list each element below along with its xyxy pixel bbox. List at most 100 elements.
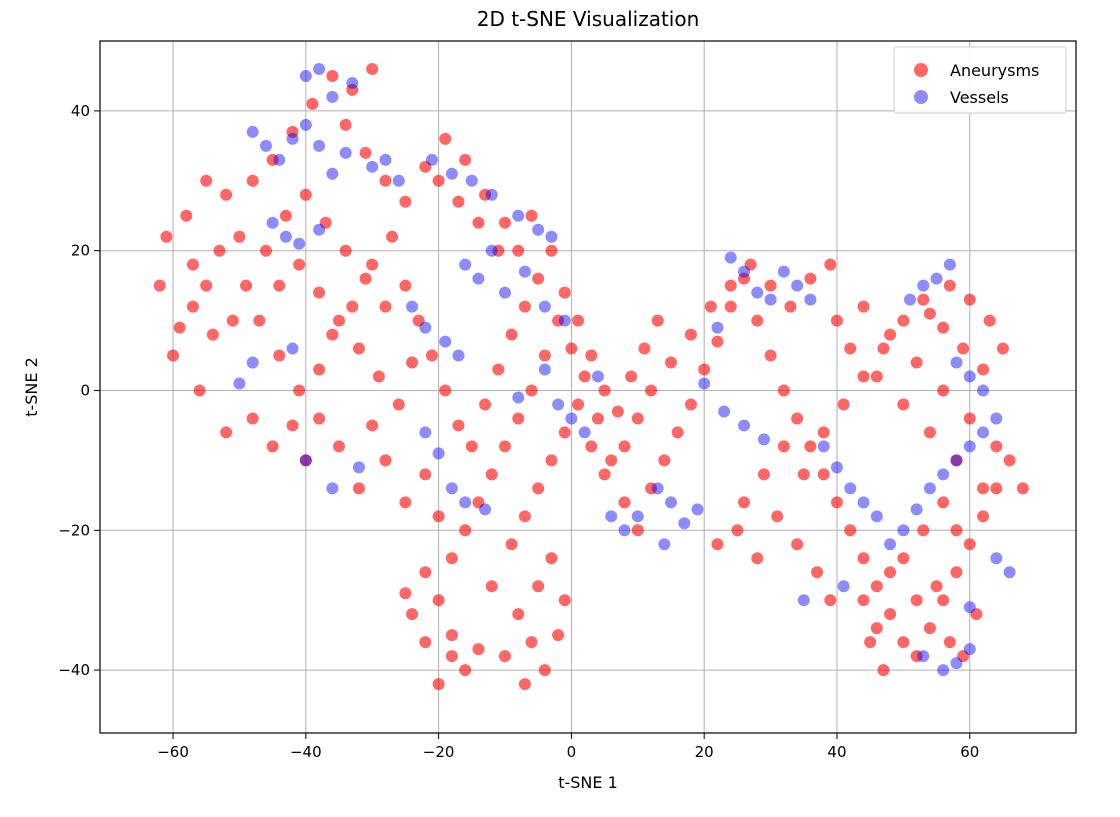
point-vessels	[738, 265, 751, 278]
point-vessels	[578, 426, 591, 439]
point-aneurysms	[1016, 482, 1029, 495]
legend-box	[893, 46, 1067, 114]
point-aneurysms	[220, 426, 233, 439]
point-vessels	[777, 265, 790, 278]
point-vessels	[990, 412, 1003, 425]
point-vessels	[352, 461, 365, 474]
point-vessels	[532, 223, 545, 236]
point-aneurysms	[963, 293, 976, 306]
point-aneurysms	[246, 412, 259, 425]
point-vessels	[273, 153, 286, 166]
point-vessels	[445, 482, 458, 495]
point-aneurysms	[499, 440, 512, 453]
point-aneurysms	[664, 356, 677, 369]
point-aneurysms	[877, 664, 890, 677]
point-aneurysms	[439, 132, 452, 145]
point-vessels	[791, 279, 804, 292]
point-aneurysms	[897, 398, 910, 411]
point-vessels	[326, 482, 339, 495]
point-aneurysms	[386, 230, 399, 243]
point-aneurysms	[552, 629, 565, 642]
point-aneurysms	[379, 300, 392, 313]
point-vessels	[817, 440, 830, 453]
point-aneurysms	[930, 580, 943, 593]
point-aneurysms	[313, 363, 326, 376]
point-vessels	[552, 398, 565, 411]
point-vessels	[465, 174, 478, 187]
point-aneurysms	[200, 279, 213, 292]
point-aneurysms	[499, 650, 512, 663]
point-aneurysms	[791, 412, 804, 425]
point-aneurysms	[419, 636, 432, 649]
x-tick-label: −40	[290, 743, 322, 761]
point-aneurysms	[724, 279, 737, 292]
point-aneurysms	[857, 300, 870, 313]
point-aneurysms	[213, 244, 226, 257]
point-aneurysms	[512, 244, 525, 257]
point-aneurysms	[399, 587, 412, 600]
legend: Aneurysms Vessels	[893, 46, 1067, 114]
point-aneurysms	[977, 363, 990, 376]
point-vessels	[419, 321, 432, 334]
point-aneurysms	[937, 496, 950, 509]
point-aneurysms	[963, 538, 976, 551]
point-aneurysms	[273, 349, 286, 362]
point-aneurysms	[432, 594, 445, 607]
point-aneurysms	[837, 398, 850, 411]
legend-marker-vessels	[914, 90, 928, 104]
point-vessels	[738, 419, 751, 432]
x-tick-label: 20	[695, 743, 714, 761]
point-aneurysms	[432, 678, 445, 691]
point-vessels	[837, 580, 850, 593]
point-aneurysms	[186, 300, 199, 313]
point-aneurysms	[279, 209, 292, 222]
point-vessels	[698, 377, 711, 390]
point-aneurysms	[359, 272, 372, 285]
point-aneurysms	[910, 594, 923, 607]
point-aneurysms	[286, 125, 299, 138]
point-aneurysms	[711, 335, 724, 348]
point-vessels	[764, 293, 777, 306]
point-aneurysms	[797, 468, 810, 481]
point-aneurysms	[884, 328, 897, 341]
point-aneurysms	[625, 370, 638, 383]
point-aneurysms	[884, 566, 897, 579]
point-aneurysms	[319, 216, 332, 229]
point-vessels	[425, 153, 438, 166]
point-vessels	[538, 363, 551, 376]
point-aneurysms	[452, 195, 465, 208]
point-aneurysms	[578, 370, 591, 383]
point-aneurysms	[870, 370, 883, 383]
point-aneurysms	[884, 608, 897, 621]
point-aneurysms	[824, 594, 837, 607]
point-vessels	[246, 356, 259, 369]
point-vessels	[950, 454, 963, 467]
point-vessels	[452, 349, 465, 362]
point-aneurysms	[253, 314, 266, 327]
point-aneurysms	[366, 62, 379, 75]
point-aneurysms	[153, 279, 166, 292]
point-aneurysms	[764, 349, 777, 362]
point-aneurysms	[406, 356, 419, 369]
point-aneurysms	[173, 321, 186, 334]
point-vessels	[313, 139, 326, 152]
point-aneurysms	[804, 440, 817, 453]
point-aneurysms	[459, 153, 472, 166]
point-vessels	[605, 510, 618, 523]
point-aneurysms	[857, 552, 870, 565]
point-aneurysms	[552, 314, 565, 327]
plot-area-frame	[99, 40, 1077, 734]
point-vessels	[910, 503, 923, 516]
point-aneurysms	[937, 321, 950, 334]
point-vessels	[279, 230, 292, 243]
point-vessels	[844, 482, 857, 495]
point-aneurysms	[273, 279, 286, 292]
point-aneurysms	[293, 384, 306, 397]
point-vessels	[259, 139, 272, 152]
point-aneurysms	[472, 216, 485, 229]
point-aneurysms	[844, 342, 857, 355]
point-vessels	[346, 76, 359, 89]
point-aneurysms	[804, 272, 817, 285]
y-tick-label: 0	[80, 381, 90, 399]
point-vessels	[472, 272, 485, 285]
